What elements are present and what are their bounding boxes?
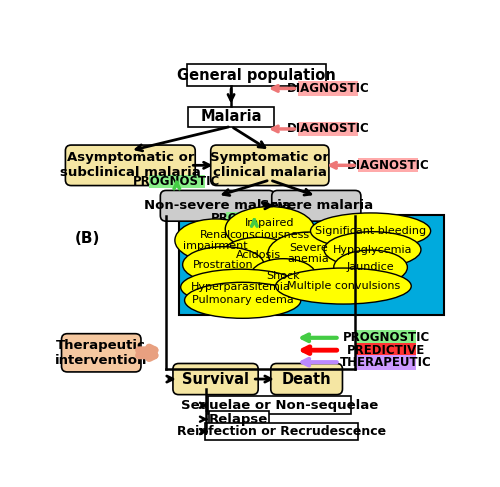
Text: PREDICTIVE: PREDICTIVE [347,344,425,356]
Text: THERAPEUTIC: THERAPEUTIC [340,356,432,369]
Ellipse shape [324,232,421,268]
Text: Acidosis: Acidosis [236,250,281,261]
Ellipse shape [182,247,264,282]
Text: Survival: Survival [182,372,249,387]
FancyBboxPatch shape [226,212,282,225]
FancyBboxPatch shape [148,175,205,188]
Text: Hypoglycemia: Hypoglycemia [333,244,412,255]
FancyBboxPatch shape [188,107,274,127]
FancyBboxPatch shape [272,190,361,221]
FancyBboxPatch shape [271,363,342,394]
Text: Jaundice: Jaundice [347,262,395,272]
Text: Hyperparasitemia: Hyperparasitemia [191,282,290,292]
FancyBboxPatch shape [356,330,416,345]
Text: Severe
anemia: Severe anemia [288,243,330,264]
Text: (B): (B) [75,231,100,246]
Ellipse shape [276,268,411,304]
FancyBboxPatch shape [179,215,444,315]
FancyBboxPatch shape [160,190,274,221]
Text: Malaria: Malaria [200,109,262,124]
Ellipse shape [184,282,301,318]
FancyBboxPatch shape [356,343,416,357]
Text: Shock: Shock [266,271,300,281]
FancyBboxPatch shape [209,411,269,428]
FancyBboxPatch shape [356,355,416,370]
Ellipse shape [175,219,256,262]
FancyBboxPatch shape [205,423,358,440]
Ellipse shape [250,259,316,293]
Text: Impaired
consciousness: Impaired consciousness [230,218,310,240]
Text: Pulmonary edema: Pulmonary edema [192,295,294,305]
Text: Significant bleeding: Significant bleeding [315,226,426,236]
Text: General population: General population [177,68,336,83]
FancyBboxPatch shape [186,64,326,86]
Text: Renal
impairment: Renal impairment [183,229,248,251]
Text: Reinfection or Recrudescence: Reinfection or Recrudescence [177,425,386,438]
Ellipse shape [222,237,295,273]
Text: Death: Death [282,372,332,387]
FancyBboxPatch shape [298,81,358,95]
Text: Severe malaria: Severe malaria [260,199,373,212]
Ellipse shape [180,269,301,305]
Text: Relapse: Relapse [209,412,268,426]
Text: PROGNOSTIC: PROGNOSTIC [342,331,430,344]
FancyBboxPatch shape [208,396,351,414]
Text: PROGNOSTIC: PROGNOSTIC [133,175,220,188]
Text: DIAGNOSTIC: DIAGNOSTIC [346,159,430,172]
Ellipse shape [225,206,314,252]
Text: Multiple convulsions: Multiple convulsions [287,281,400,291]
FancyBboxPatch shape [358,158,418,172]
FancyBboxPatch shape [298,122,358,136]
Text: Asymptomatic or
subclinical malaria: Asymptomatic or subclinical malaria [60,151,200,179]
Ellipse shape [310,213,430,249]
Text: PROGNOSTIC: PROGNOSTIC [210,212,298,225]
FancyBboxPatch shape [210,145,329,186]
Text: DIAGNOSTIC: DIAGNOSTIC [286,82,370,95]
FancyBboxPatch shape [173,363,258,394]
Text: Sequelae or Non-sequelae: Sequelae or Non-sequelae [181,399,378,412]
Ellipse shape [334,250,407,284]
Text: Therapeutic
intervention: Therapeutic intervention [55,339,148,367]
Text: Prostration: Prostration [193,260,254,270]
Text: Symptomatic or
clinical malaria: Symptomatic or clinical malaria [210,151,330,179]
Ellipse shape [268,232,349,275]
FancyBboxPatch shape [66,145,195,186]
FancyBboxPatch shape [62,334,141,372]
Text: Non-severe malaria: Non-severe malaria [144,199,291,212]
Text: DIAGNOSTIC: DIAGNOSTIC [286,122,370,135]
